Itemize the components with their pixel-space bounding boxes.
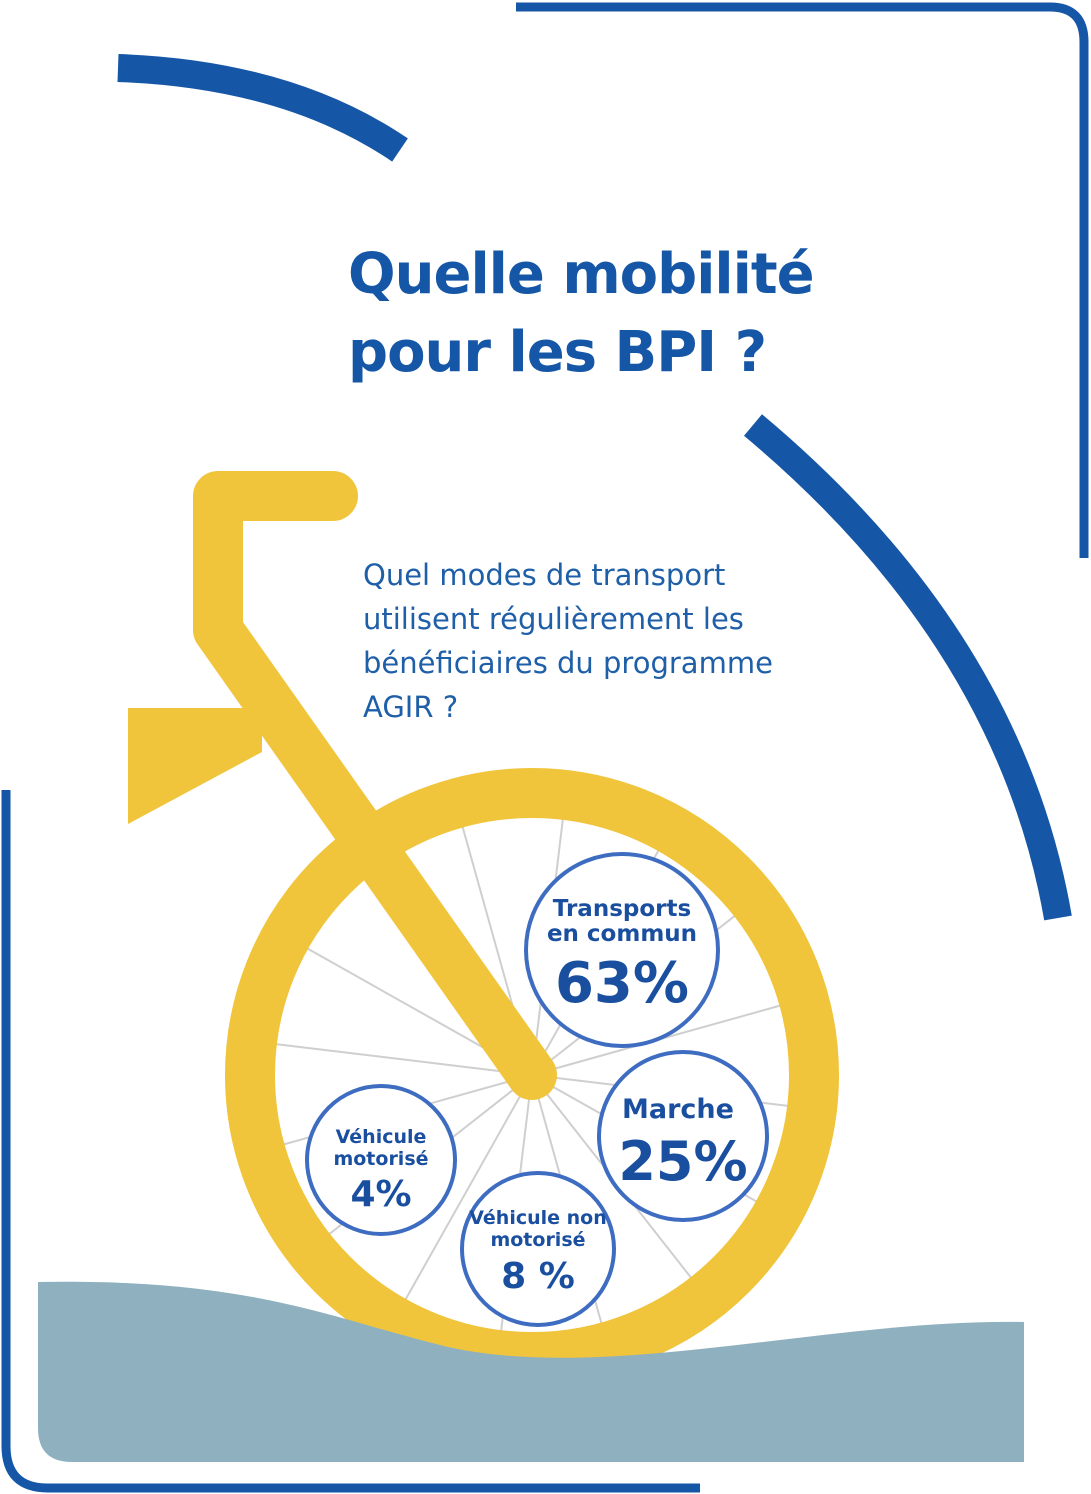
bubble-value: 8 %: [501, 1256, 575, 1297]
bubble-label-line: Véhicule non: [469, 1207, 607, 1229]
bubble-value: 4%: [350, 1174, 411, 1215]
title-line-2: pour les BPI ?: [348, 320, 767, 385]
ground-wave: [38, 1281, 1024, 1462]
page-title: Quelle mobilité pour les BPI ?: [348, 236, 815, 392]
bubble-value: 63%: [555, 951, 689, 1016]
bubble-label-line: en commun: [547, 921, 697, 947]
question-line-4: AGIR ?: [363, 690, 459, 724]
bubble-label-line: Transports: [553, 896, 691, 922]
title-line-1: Quelle mobilité: [348, 242, 815, 307]
bubble-label-line: motorisé: [490, 1229, 585, 1251]
arc-top: [117, 54, 408, 162]
arc-right: [744, 414, 1072, 921]
bubble-vehicule-motorise: Véhicule motorisé 4%: [305, 1084, 457, 1236]
bubble-marche: Marche 25%: [597, 1050, 769, 1222]
question-line-2: utilisent régulièrement les: [363, 602, 744, 636]
question-line-1: Quel modes de transport: [363, 558, 726, 592]
bubble-label-line: Véhicule: [336, 1126, 427, 1148]
handlebar: [193, 471, 557, 1100]
bubble-vehicule-non-motorise: Véhicule non motorisé 8 %: [460, 1171, 616, 1327]
bubble-circle: [305, 1084, 457, 1236]
wheel-rim: [225, 768, 839, 1382]
wheel-spoke: [404, 1074, 533, 1301]
bubble-label-line: motorisé: [333, 1148, 428, 1170]
frame-tube: [128, 708, 262, 824]
bubble-transports-en-commun: Transports en commun 63%: [524, 852, 720, 1048]
bubble-circle: [460, 1171, 616, 1327]
question-line-3: bénéficiaires du programme: [363, 646, 773, 680]
frame-bottom-left: [1, 790, 700, 1493]
frame-top-right: [516, 2, 1089, 558]
bubble-value: 25%: [618, 1130, 747, 1193]
bubble-circle: [524, 852, 720, 1048]
question-text: Quel modes de transport utilisent réguli…: [363, 553, 843, 729]
bubble-label-line: Marche: [622, 1094, 734, 1125]
bubble-circle: [597, 1050, 769, 1222]
wheel-spoke: [275, 1043, 533, 1076]
